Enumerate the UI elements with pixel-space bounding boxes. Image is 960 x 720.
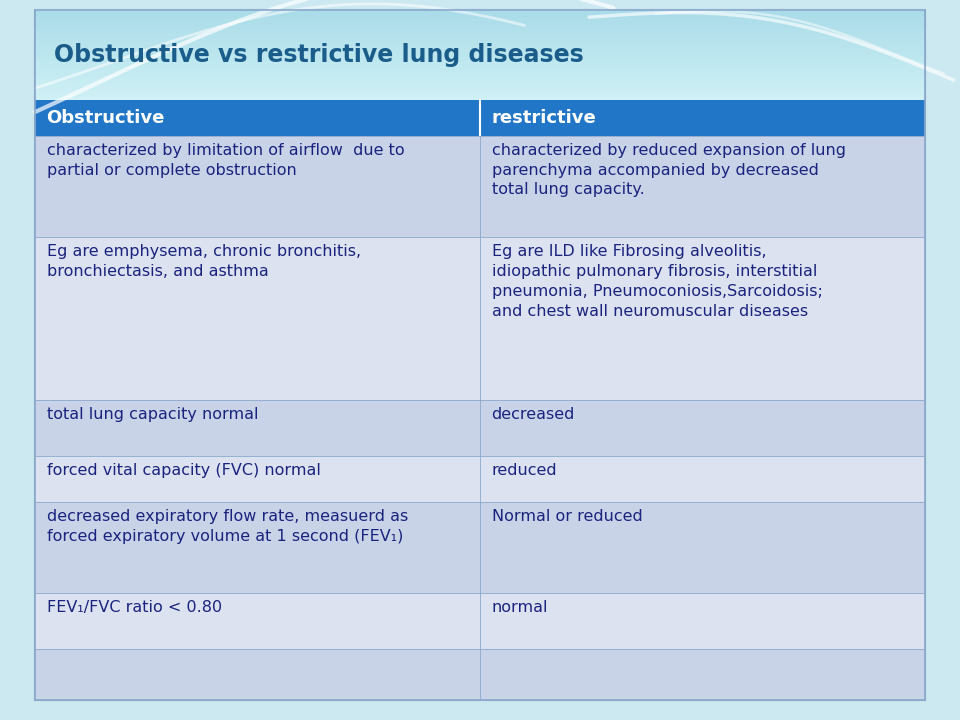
- Bar: [35, 59, 925, 62]
- Bar: [35, 27, 925, 30]
- Bar: [35, 39, 925, 42]
- Bar: [35, 61, 925, 64]
- Text: forced vital capacity (FVC) normal: forced vital capacity (FVC) normal: [46, 463, 321, 478]
- Bar: [35, 400, 925, 456]
- Bar: [35, 63, 925, 66]
- Bar: [35, 75, 925, 78]
- Bar: [35, 9, 925, 12]
- Text: total lung capacity normal: total lung capacity normal: [46, 408, 258, 422]
- Text: FEV₁/FVC ratio < 0.80: FEV₁/FVC ratio < 0.80: [46, 600, 222, 616]
- Text: Eg are emphysema, chronic bronchitis,
bronchiectasis, and asthma: Eg are emphysema, chronic bronchitis, br…: [46, 245, 361, 279]
- Bar: [35, 86, 925, 89]
- Text: Obstructive: Obstructive: [46, 109, 165, 127]
- Bar: [35, 57, 925, 60]
- Bar: [35, 90, 925, 94]
- Bar: [35, 77, 925, 80]
- Bar: [35, 10, 925, 100]
- Bar: [35, 68, 925, 71]
- Text: Eg are ILD like Fibrosing alveolitis,
idiopathic pulmonary fibrosis, interstitia: Eg are ILD like Fibrosing alveolitis, id…: [492, 245, 823, 319]
- Bar: [35, 95, 925, 98]
- Bar: [35, 34, 925, 37]
- Bar: [35, 100, 925, 135]
- Bar: [35, 36, 925, 40]
- Bar: [35, 88, 925, 91]
- Text: decreased expiratory flow rate, measuerd as
forced expiratory volume at 1 second: decreased expiratory flow rate, measuerd…: [46, 509, 408, 544]
- Text: characterized by reduced expansion of lung
parenchyma accompanied by decreased
t: characterized by reduced expansion of lu…: [492, 143, 846, 197]
- Bar: [35, 50, 925, 53]
- Text: reduced: reduced: [492, 463, 557, 478]
- Bar: [35, 79, 925, 82]
- Bar: [35, 30, 925, 32]
- Bar: [35, 97, 925, 100]
- Bar: [35, 135, 925, 238]
- Bar: [35, 72, 925, 76]
- Bar: [35, 12, 925, 14]
- Bar: [35, 16, 925, 19]
- Bar: [35, 21, 925, 24]
- Bar: [35, 48, 925, 50]
- Bar: [35, 66, 925, 68]
- Bar: [35, 45, 925, 48]
- Bar: [35, 502, 925, 593]
- Bar: [35, 93, 925, 96]
- Bar: [35, 23, 925, 26]
- Bar: [35, 456, 925, 502]
- Bar: [35, 70, 925, 73]
- Bar: [35, 41, 925, 44]
- Bar: [35, 32, 925, 35]
- Bar: [35, 649, 925, 700]
- Bar: [35, 18, 925, 22]
- Text: Normal or reduced: Normal or reduced: [492, 509, 642, 524]
- Text: decreased: decreased: [492, 408, 575, 422]
- Text: characterized by limitation of airflow  due to
partial or complete obstruction: characterized by limitation of airflow d…: [46, 143, 404, 178]
- Bar: [35, 25, 925, 28]
- Bar: [35, 14, 925, 17]
- Bar: [35, 84, 925, 86]
- Bar: [35, 81, 925, 84]
- Bar: [35, 54, 925, 58]
- Text: restrictive: restrictive: [492, 109, 596, 127]
- Text: Obstructive vs restrictive lung diseases: Obstructive vs restrictive lung diseases: [54, 43, 584, 67]
- Bar: [35, 593, 925, 649]
- Bar: [35, 238, 925, 400]
- Bar: [35, 43, 925, 46]
- Bar: [35, 52, 925, 55]
- Text: normal: normal: [492, 600, 548, 616]
